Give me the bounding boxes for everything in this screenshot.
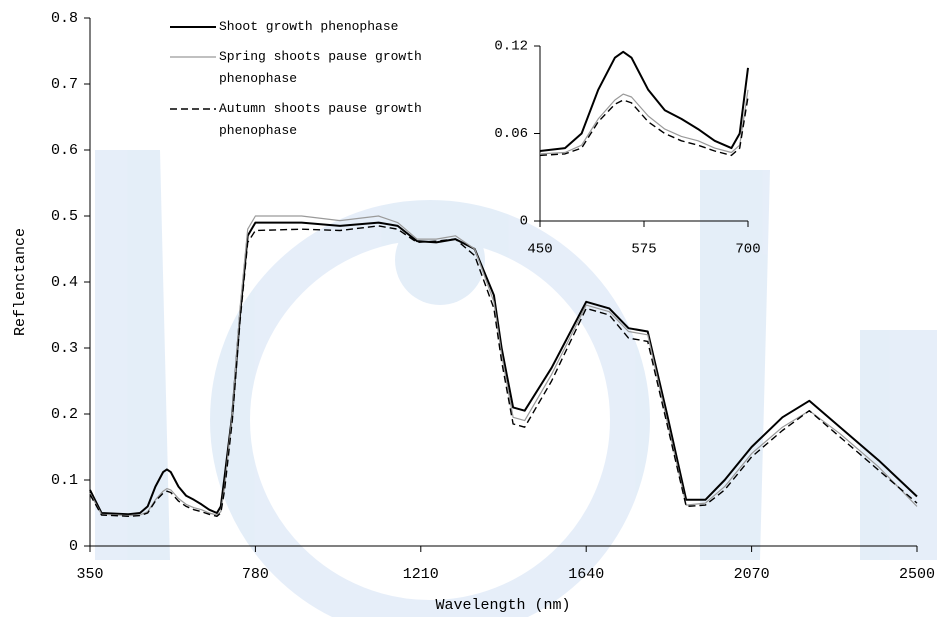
series-line: [89, 215, 918, 517]
inset-line: [539, 50, 749, 152]
legend-label: Shoot growth phenophase: [219, 19, 399, 34]
series-line: [89, 221, 918, 516]
x-axis-title: Wavelength (nm): [435, 597, 570, 614]
y-tick-label: 0.8: [51, 10, 78, 27]
x-tick-label: 700: [735, 242, 760, 258]
x-tick-label: 2070: [734, 566, 770, 583]
legend-label: Spring shoots pause growth phenophase: [219, 49, 422, 86]
y-tick-label: 0.3: [51, 340, 78, 357]
y-axis-title: Reflenctance: [12, 228, 29, 336]
y-tick-label: 0.5: [51, 208, 78, 225]
x-tick-label: 780: [242, 566, 269, 583]
y-tick-label: 0: [520, 214, 528, 230]
inset-line: [539, 96, 749, 157]
x-tick-label: 350: [76, 566, 103, 583]
y-tick-label: 0.12: [494, 39, 528, 55]
y-tick-label: 0.4: [51, 274, 78, 291]
y-tick-label: 0.06: [494, 126, 528, 142]
y-tick-label: 0.7: [51, 76, 78, 93]
x-tick-label: 575: [631, 242, 656, 258]
y-tick-label: 0.2: [51, 406, 78, 423]
series-line: [89, 225, 918, 517]
watermark: [95, 150, 937, 617]
x-tick-label: 2500: [899, 566, 935, 583]
y-tick-label: 0.1: [51, 472, 78, 489]
x-tick-label: 450: [527, 242, 552, 258]
x-tick-label: 1640: [568, 566, 604, 583]
y-tick-label: 0.6: [51, 142, 78, 159]
inset-line: [539, 89, 749, 155]
x-tick-label: 1210: [403, 566, 439, 583]
legend-label: Autumn shoots pause growth phenophase: [219, 101, 422, 138]
y-tick-label: 0: [69, 538, 78, 555]
